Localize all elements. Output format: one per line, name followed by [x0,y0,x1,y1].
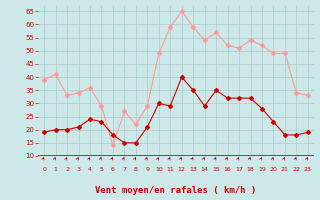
X-axis label: Vent moyen/en rafales ( km/h ): Vent moyen/en rafales ( km/h ) [95,186,257,195]
